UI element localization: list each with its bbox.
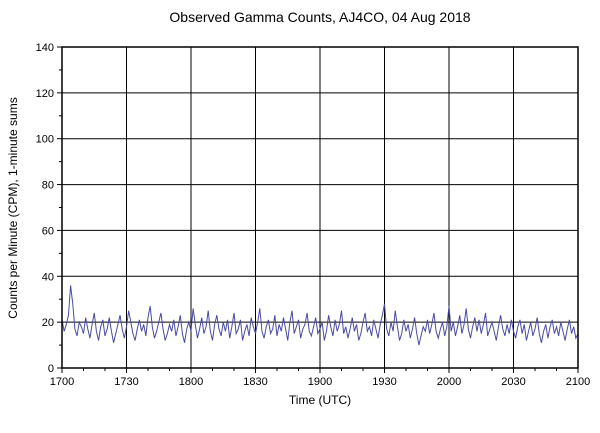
x-tick-label: 1800: [179, 376, 203, 388]
x-tick-label: 1700: [50, 376, 74, 388]
y-tick-label: 120: [36, 88, 54, 100]
y-tick-label: 100: [36, 134, 54, 146]
x-tick-label: 2000: [437, 376, 461, 388]
grid-layer: [62, 47, 578, 368]
tick-label-layer: 1700 1730 1800 1830 1900 1930 2000 2030 2100 0 20 4…: [36, 42, 591, 388]
y-tick-label: 20: [42, 317, 54, 329]
x-axis-label: Time (UTC): [289, 393, 351, 407]
x-tick-label: 1930: [372, 376, 396, 388]
y-tick-label: 80: [42, 180, 54, 192]
chart-title: Observed Gamma Counts, AJ4CO, 04 Aug 201…: [169, 9, 470, 25]
x-tick-label: 2100: [566, 376, 590, 388]
x-tick-label: 1730: [114, 376, 138, 388]
y-tick-label: 0: [48, 363, 54, 375]
y-tick-label: 60: [42, 225, 54, 237]
x-tick-label: 1830: [243, 376, 267, 388]
y-tick-label: 40: [42, 271, 54, 283]
y-axis-label: Counts per Minute (CPM), 1-minute sums: [6, 97, 20, 318]
x-tick-label: 1900: [308, 376, 332, 388]
gamma-counts-series: [61, 285, 579, 346]
data-layer: [61, 285, 579, 346]
tick-layer: [57, 46, 579, 373]
y-tick-label: 140: [36, 42, 54, 54]
x-tick-label: 2030: [501, 376, 525, 388]
